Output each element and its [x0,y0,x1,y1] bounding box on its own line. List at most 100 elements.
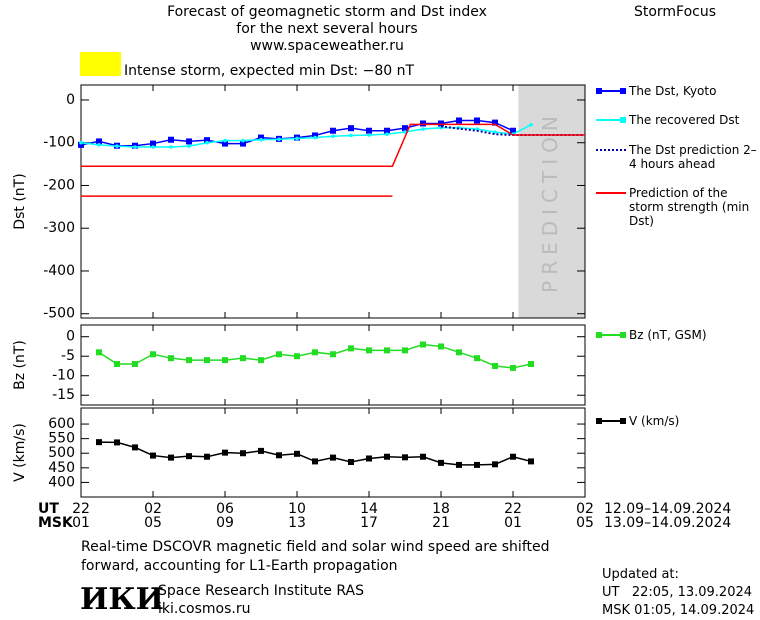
data-point [241,138,245,143]
data-point [510,453,516,460]
data-point [294,450,300,457]
updated-line: MSK 01:05, 14.09.2024 [602,603,755,618]
data-point [348,345,354,352]
data-point [349,133,353,138]
data-point [168,136,174,143]
data-point [366,127,372,134]
data-point [438,343,444,350]
legend-entry: V (km/s) [629,414,680,428]
y-tick-label: 500 [48,445,75,461]
data-point [528,361,534,368]
data-point [295,136,299,141]
legend-marker [620,88,626,94]
data-point [132,444,138,451]
data-point [114,361,120,368]
data-point [277,137,281,142]
data-point [222,357,228,364]
note-line: forward, accounting for L1-Earth propaga… [81,558,398,574]
series-line [98,343,532,369]
data-point [313,135,317,140]
legend-marker [620,332,626,338]
x-tick-label: 06 [216,501,234,517]
x-tick-label-msk: 21 [432,515,450,531]
data-point [205,140,209,145]
data-point [276,351,282,358]
data-point [169,145,173,149]
x-tick-label-msk: 05 [576,515,594,531]
title-line: www.spaceweather.ru [250,38,404,54]
x-tick-label: 22 [504,501,522,517]
data-point [456,461,462,468]
data-point [204,453,210,460]
data-point [204,357,210,364]
data-point [96,439,102,446]
data-point [78,141,84,148]
data-point [402,454,408,461]
y-tick-label: -400 [43,263,75,279]
series-line [80,124,532,148]
data-point [330,351,336,358]
title-line: Forecast of geomagnetic storm and Dst in… [167,4,487,20]
x-tick-label: 02 [144,501,162,517]
data-point [240,355,246,362]
data-point [492,119,498,126]
data-point [474,461,480,468]
x-tick-label: 18 [432,501,450,517]
data-point [223,138,227,143]
data-point [492,461,498,468]
title-line: for the next several hours [236,21,417,37]
data-point [133,145,137,149]
x-tick-label: 22 [72,501,90,517]
data-point [384,127,390,134]
data-point [348,125,354,132]
data-point [276,452,282,459]
legend-entry: Bz (nT, GSM) [629,328,707,342]
series-line [81,123,585,197]
y-tick-label: -10 [52,368,75,384]
x-tick-label-msk: 17 [360,515,378,531]
brand: StormFocus [634,4,716,20]
updated-line: UT 22:05, 13.09.2024 [602,585,753,600]
data-point [240,140,246,147]
storm-indicator [80,52,121,76]
data-point [186,138,192,145]
y-tick-label: 0 [66,329,75,345]
data-point [168,355,174,362]
data-point [312,132,318,139]
note-line: Real-time DSCOVR magnetic field and sola… [81,539,550,555]
data-point [456,349,462,356]
data-point [438,459,444,466]
data-point [132,361,138,368]
data-point [294,353,300,360]
y-tick-label: 600 [48,416,75,432]
date-range: 13.09–14.09.2024 [604,515,731,531]
data-point [258,134,264,141]
y-axis-label: V (km/s) [12,423,28,482]
y-axis-label: Dst (nT) [12,173,28,229]
plot-frame [80,84,586,319]
data-point [474,117,480,124]
data-point [366,347,372,354]
plot-frame [80,324,586,406]
legend-marker [596,332,602,338]
data-point [331,134,335,139]
data-point [96,138,102,145]
data-point [150,452,156,459]
data-point [529,122,533,127]
data-point [312,458,318,465]
data-point [258,447,264,454]
institute: Space Research Institute RAS [158,583,364,599]
data-point [402,347,408,354]
x-tick-label-msk: 01 [72,515,90,531]
data-point [222,140,228,147]
y-axis-label: Bz (nT) [12,340,28,390]
x-tick-label: 14 [360,501,378,517]
data-point [115,144,119,148]
data-point [186,453,192,460]
data-point [150,351,156,358]
plot-frame [80,407,586,498]
x-tick-label-msk: 09 [216,515,234,531]
data-point [510,127,516,134]
